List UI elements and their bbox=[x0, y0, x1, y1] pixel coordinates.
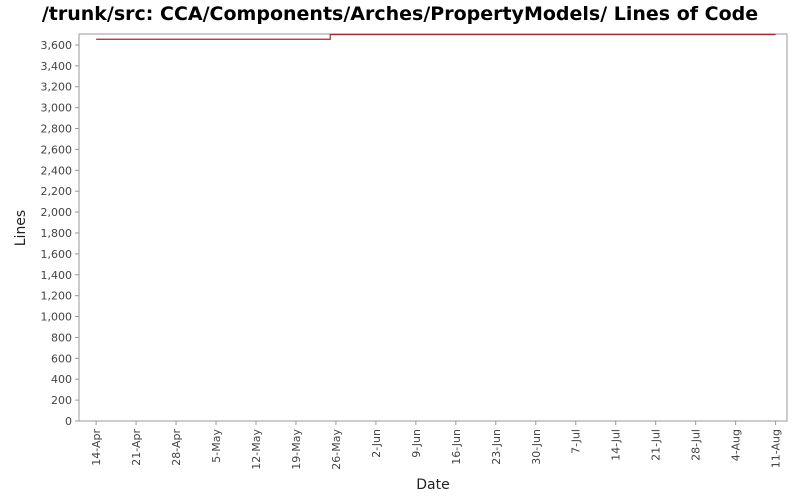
x-tick-label: 28-Jul bbox=[690, 429, 703, 461]
x-axis-label: Date bbox=[416, 477, 449, 493]
data-line bbox=[96, 33, 776, 40]
x-tick-label: 19-May bbox=[290, 429, 303, 470]
y-tick-label: 400 bbox=[51, 373, 72, 386]
x-tick-label: 23-Jun bbox=[490, 429, 503, 465]
x-tick-label: 21-Apr bbox=[130, 429, 143, 466]
y-tick-label: 3,600 bbox=[41, 39, 73, 52]
y-tick-label: 2,200 bbox=[41, 185, 73, 198]
y-tick-label: 0 bbox=[65, 415, 72, 428]
x-tick-label: 14-Apr bbox=[90, 429, 103, 466]
x-tick-label: 4-Aug bbox=[730, 429, 743, 461]
y-tick-label: 2,400 bbox=[41, 164, 73, 177]
y-tick-label: 2,800 bbox=[41, 123, 73, 136]
x-tick-label: 9-Jun bbox=[410, 429, 423, 458]
x-tick-label: 16-Jun bbox=[450, 429, 463, 465]
x-tick-label: 7-Jul bbox=[570, 429, 583, 454]
y-tick-label: 600 bbox=[51, 352, 72, 365]
y-tick-label: 800 bbox=[51, 331, 72, 344]
chart-title: /trunk/src: CCA/Components/Arches/Proper… bbox=[42, 3, 758, 25]
x-tick-label: 26-May bbox=[330, 429, 343, 470]
y-tick-label: 200 bbox=[51, 394, 72, 407]
x-tick-label: 14-Jul bbox=[610, 429, 623, 461]
y-tick-label: 1,800 bbox=[41, 227, 73, 240]
y-axis-label: Lines bbox=[13, 210, 29, 246]
x-tick-label: 2-Jun bbox=[370, 429, 383, 458]
y-tick-label: 1,400 bbox=[41, 269, 73, 282]
y-tick-label: 2,600 bbox=[41, 143, 73, 156]
y-tick-label: 3,400 bbox=[41, 60, 73, 73]
y-tick-label: 1,000 bbox=[41, 311, 73, 324]
plot-area bbox=[78, 33, 788, 422]
x-tick-label: 12-May bbox=[250, 429, 263, 470]
x-tick-label: 5-May bbox=[210, 429, 223, 463]
x-tick-label: 21-Jul bbox=[650, 429, 663, 461]
y-tick-label: 2,000 bbox=[41, 206, 73, 219]
x-tick-label: 28-Apr bbox=[170, 429, 183, 466]
y-tick-label: 1,200 bbox=[41, 290, 73, 303]
y-tick-label: 1,600 bbox=[41, 248, 73, 261]
y-tick-label: 3,200 bbox=[41, 81, 73, 94]
x-tick-label: 11-Aug bbox=[770, 429, 783, 468]
y-tick-label: 3,000 bbox=[41, 102, 73, 115]
x-tick-label: 30-Jun bbox=[530, 429, 543, 465]
